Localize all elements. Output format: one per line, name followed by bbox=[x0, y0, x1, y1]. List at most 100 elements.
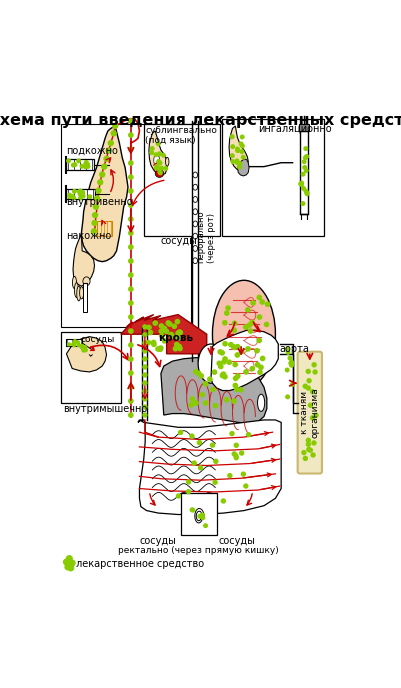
Circle shape bbox=[83, 348, 86, 352]
Circle shape bbox=[177, 346, 182, 351]
Circle shape bbox=[142, 413, 146, 417]
Circle shape bbox=[150, 147, 154, 150]
Circle shape bbox=[73, 163, 77, 166]
Ellipse shape bbox=[257, 394, 264, 411]
Circle shape bbox=[213, 480, 217, 484]
Text: подкожно: подкожно bbox=[66, 145, 118, 155]
Bar bbox=[96, 221, 112, 236]
Circle shape bbox=[243, 325, 247, 329]
Circle shape bbox=[71, 195, 74, 198]
Circle shape bbox=[188, 402, 193, 407]
Circle shape bbox=[72, 196, 75, 200]
Circle shape bbox=[73, 190, 76, 193]
Circle shape bbox=[157, 152, 161, 155]
Circle shape bbox=[222, 321, 227, 325]
Circle shape bbox=[303, 156, 306, 160]
Circle shape bbox=[259, 300, 264, 304]
Circle shape bbox=[92, 220, 97, 226]
Circle shape bbox=[304, 191, 308, 195]
Circle shape bbox=[303, 147, 307, 151]
Polygon shape bbox=[81, 126, 128, 261]
Circle shape bbox=[176, 336, 180, 340]
Circle shape bbox=[73, 340, 76, 343]
Circle shape bbox=[306, 442, 310, 447]
Circle shape bbox=[302, 384, 306, 388]
Circle shape bbox=[203, 382, 207, 386]
Circle shape bbox=[189, 434, 193, 438]
Circle shape bbox=[84, 162, 87, 166]
Circle shape bbox=[150, 151, 153, 154]
Circle shape bbox=[193, 401, 198, 405]
Circle shape bbox=[176, 331, 180, 335]
Circle shape bbox=[218, 350, 222, 354]
Circle shape bbox=[128, 203, 133, 207]
Circle shape bbox=[306, 369, 310, 374]
Circle shape bbox=[164, 166, 167, 170]
Circle shape bbox=[221, 372, 225, 376]
Circle shape bbox=[156, 160, 160, 163]
Circle shape bbox=[248, 329, 252, 333]
Circle shape bbox=[96, 188, 101, 193]
Circle shape bbox=[68, 565, 73, 571]
Circle shape bbox=[233, 363, 237, 367]
Circle shape bbox=[156, 142, 160, 146]
Circle shape bbox=[186, 480, 190, 484]
Circle shape bbox=[142, 381, 146, 385]
Circle shape bbox=[81, 191, 84, 194]
Circle shape bbox=[166, 321, 170, 325]
Text: к тканям
организма: к тканям организма bbox=[299, 387, 319, 438]
Bar bbox=[83, 283, 87, 312]
Circle shape bbox=[156, 166, 160, 170]
Polygon shape bbox=[237, 159, 249, 176]
Circle shape bbox=[159, 166, 163, 170]
Circle shape bbox=[154, 153, 158, 156]
Text: перорально
(через рот): перорально (через рот) bbox=[196, 210, 215, 263]
Circle shape bbox=[225, 306, 230, 310]
Circle shape bbox=[158, 171, 162, 175]
Ellipse shape bbox=[192, 197, 197, 202]
Circle shape bbox=[249, 321, 253, 325]
Circle shape bbox=[173, 347, 177, 351]
Circle shape bbox=[77, 341, 79, 344]
Circle shape bbox=[106, 148, 111, 153]
Circle shape bbox=[212, 370, 216, 374]
Circle shape bbox=[65, 564, 71, 570]
Circle shape bbox=[128, 315, 133, 319]
Circle shape bbox=[231, 160, 234, 163]
Circle shape bbox=[219, 351, 224, 355]
Circle shape bbox=[302, 166, 306, 169]
Circle shape bbox=[159, 324, 163, 328]
Circle shape bbox=[128, 147, 133, 151]
Circle shape bbox=[234, 443, 238, 447]
Circle shape bbox=[178, 330, 182, 334]
Circle shape bbox=[146, 325, 151, 330]
Circle shape bbox=[169, 332, 173, 336]
Circle shape bbox=[200, 392, 204, 397]
Circle shape bbox=[250, 301, 255, 305]
Circle shape bbox=[255, 363, 259, 367]
Circle shape bbox=[164, 330, 168, 334]
Text: сосуды: сосуды bbox=[218, 536, 254, 546]
Ellipse shape bbox=[192, 233, 197, 239]
Circle shape bbox=[158, 161, 162, 165]
Circle shape bbox=[238, 388, 242, 392]
Ellipse shape bbox=[155, 169, 163, 178]
Circle shape bbox=[128, 357, 133, 361]
Circle shape bbox=[128, 371, 133, 375]
Circle shape bbox=[128, 161, 133, 165]
Circle shape bbox=[221, 499, 225, 503]
Circle shape bbox=[91, 229, 96, 234]
Text: ректально (через прямую кишку): ректально (через прямую кишку) bbox=[118, 546, 278, 555]
Circle shape bbox=[69, 560, 75, 566]
Circle shape bbox=[197, 515, 201, 518]
Circle shape bbox=[240, 135, 243, 139]
Circle shape bbox=[238, 162, 241, 165]
Circle shape bbox=[235, 149, 239, 153]
Circle shape bbox=[71, 163, 75, 167]
Circle shape bbox=[203, 401, 207, 405]
Circle shape bbox=[260, 356, 264, 361]
Circle shape bbox=[257, 295, 261, 299]
Circle shape bbox=[239, 350, 243, 354]
Ellipse shape bbox=[153, 154, 159, 166]
Text: сосуды: сосуды bbox=[160, 236, 197, 246]
